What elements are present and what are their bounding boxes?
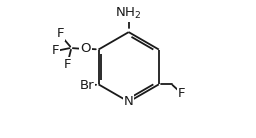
Text: F: F bbox=[63, 58, 71, 71]
Text: F: F bbox=[57, 27, 65, 40]
Text: F: F bbox=[52, 44, 59, 57]
Text: O: O bbox=[80, 42, 91, 55]
Text: F: F bbox=[178, 87, 185, 100]
Text: N: N bbox=[124, 95, 134, 108]
Text: NH$_2$: NH$_2$ bbox=[115, 6, 142, 21]
Text: Br: Br bbox=[80, 79, 94, 91]
